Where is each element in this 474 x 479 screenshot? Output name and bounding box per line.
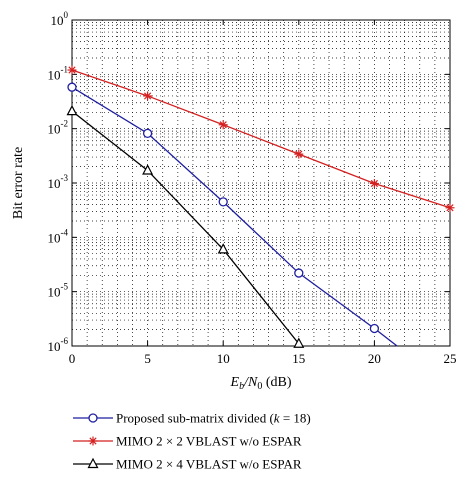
grid-lines	[72, 20, 450, 346]
x-label-sub-0: 0	[257, 381, 262, 392]
x-label-e: E	[230, 375, 240, 390]
data-point-2	[66, 104, 78, 116]
y-tick-label: 10-6	[48, 336, 69, 354]
data-point-2	[217, 243, 229, 254]
legend-label: MIMO 2 × 2 VBLAST w/o ESPAR	[116, 434, 302, 449]
data-point-1	[143, 91, 153, 101]
axis-ticks: 0 5 10 15 20 25 100 10-1 10-2 10-3 10-4 10-5 10-6	[48, 10, 457, 366]
legend-marker	[87, 457, 99, 469]
data-point-2	[142, 164, 154, 175]
x-tick-label: 0	[69, 351, 76, 366]
y-tick-label: 10-5	[48, 282, 69, 300]
legend-item: MIMO 2 × 4 VBLAST w/o ESPAR	[73, 457, 302, 472]
x-axis-label: Eb/N0 (dB)	[230, 375, 292, 392]
x-label-sub-b: b	[239, 381, 244, 392]
y-tick-label: 10-4	[48, 227, 69, 245]
data-point-0	[67, 82, 77, 92]
y-axis-label: Bit error rate	[11, 147, 26, 219]
x-label-unit: (dB)	[262, 375, 292, 390]
series-line-2	[71, 110, 300, 345]
y-tick-label: 10-3	[48, 173, 69, 191]
legend-marker	[88, 436, 98, 446]
data-point-1	[218, 120, 228, 130]
legend-label: MIMO 2 × 4 VBLAST w/o ESPAR	[116, 457, 302, 472]
x-tick-label: 10	[217, 351, 230, 366]
data-series	[66, 65, 455, 348]
y-tick-label: 10-2	[48, 119, 69, 137]
data-point-2	[293, 337, 305, 348]
data-point-0	[369, 323, 380, 334]
x-tick-label: 20	[368, 351, 381, 366]
series-line-1	[71, 69, 451, 209]
x-tick-label: 5	[144, 351, 151, 366]
y-tick-label: 10-1	[48, 64, 69, 82]
data-point-1	[369, 178, 379, 188]
data-point-0	[142, 128, 153, 138]
legend-item: Proposed sub-matrix divided (k = 18)	[73, 411, 311, 426]
data-point-0	[218, 197, 228, 207]
legend: Proposed sub-matrix divided (k = 18) MIMO…	[73, 411, 311, 472]
x-tick-label: 25	[444, 351, 457, 366]
x-tick-label: 15	[292, 351, 305, 366]
data-point-0	[294, 268, 304, 278]
data-point-1	[67, 65, 77, 75]
data-point-1	[445, 203, 455, 213]
legend-label: Proposed sub-matrix divided (k = 18)	[116, 411, 311, 426]
x-label-n: /N	[243, 375, 258, 390]
series-line-0	[71, 86, 398, 347]
data-point-1	[294, 149, 304, 159]
legend-marker	[88, 413, 98, 423]
y-tick-label: 100	[51, 10, 69, 28]
legend-item: MIMO 2 × 2 VBLAST w/o ESPAR	[73, 434, 302, 449]
